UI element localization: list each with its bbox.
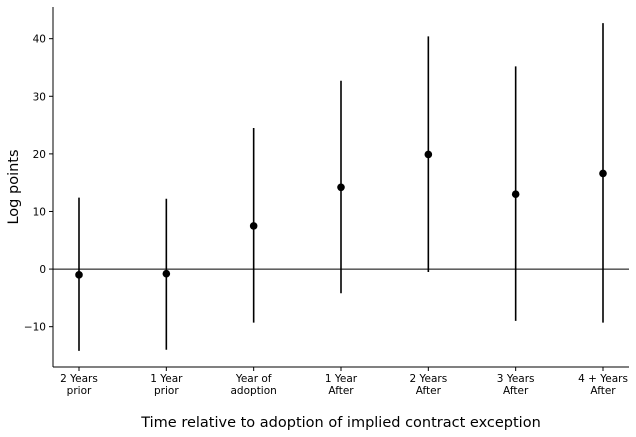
y-tick-label: 0 <box>39 264 46 276</box>
x-tick-label: 1 Year After <box>325 373 358 397</box>
point-estimate <box>337 183 345 192</box>
y-tick-label: 20 <box>33 149 46 161</box>
y-tick-label: 40 <box>33 34 46 46</box>
y-tick-label: 10 <box>33 206 46 218</box>
point-estimate <box>75 271 83 279</box>
y-tick-label: −10 <box>24 322 46 334</box>
x-tick-label: 2 Years After <box>409 373 447 397</box>
x-tick-label: 1 Year prior <box>150 373 183 397</box>
point-estimate <box>249 222 258 230</box>
x-axis-title: Time relative to adoption of implied con… <box>140 415 541 431</box>
point-estimate <box>511 190 520 198</box>
point-estimate <box>599 169 607 178</box>
x-tick-label: 4 + Years After <box>578 373 628 397</box>
point-estimate <box>162 269 171 278</box>
y-tick-label: 30 <box>33 91 46 103</box>
x-tick-label: Year of adoption <box>231 373 277 397</box>
point-estimate <box>424 150 433 159</box>
plot-area: −10 0 10 20 30 40 2 Years prior 1 Year prior Year … <box>24 7 629 397</box>
x-tick-label: 3 Years After <box>497 373 535 397</box>
x-tick-label: 2 Years prior <box>60 373 98 397</box>
y-axis-title: Log points <box>6 149 22 224</box>
